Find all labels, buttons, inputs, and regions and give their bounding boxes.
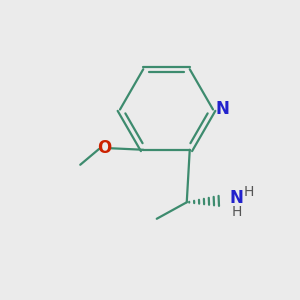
Text: H: H: [244, 185, 254, 200]
Text: N: N: [230, 189, 244, 207]
Text: O: O: [97, 139, 111, 157]
Text: N: N: [216, 100, 230, 118]
Text: H: H: [232, 205, 242, 219]
